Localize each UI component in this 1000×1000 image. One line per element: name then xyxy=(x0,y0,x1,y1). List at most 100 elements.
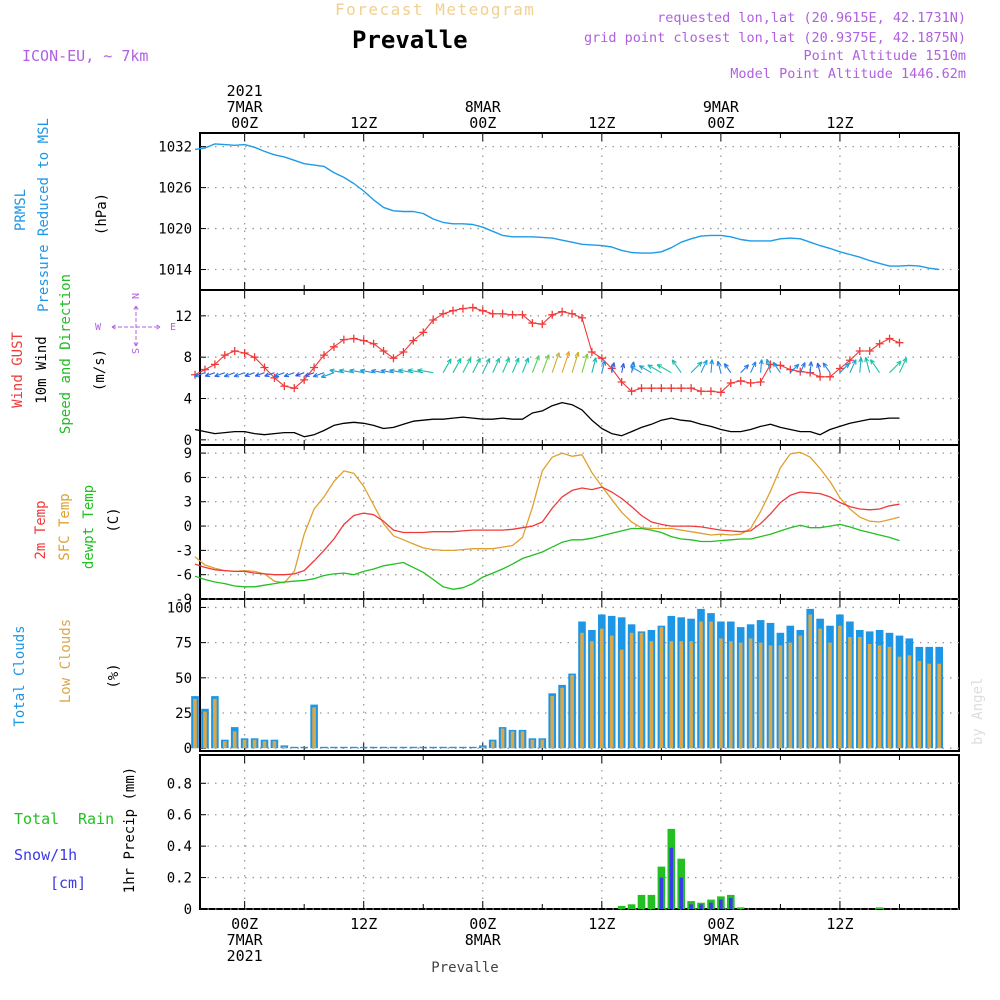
gust-marker xyxy=(726,379,735,387)
total-cloud-bar xyxy=(399,746,408,749)
total-cloud-bar xyxy=(340,746,348,749)
total-cloud-bar xyxy=(469,746,477,749)
top-time-label: 12Z xyxy=(350,114,377,132)
low-cloud-bar xyxy=(272,741,277,749)
page-title: Prevalle xyxy=(352,26,468,54)
temp-panel-labels: 2m Temp SFC Temp dewpt Temp (C) xyxy=(33,485,122,569)
snow-bar xyxy=(679,877,683,909)
wind-direction-arrow xyxy=(417,368,434,374)
gust-marker xyxy=(548,310,557,319)
rain-bar xyxy=(647,894,656,909)
low-cloud-bar xyxy=(590,641,594,749)
gust-marker xyxy=(647,384,656,393)
gust-marker xyxy=(568,309,577,318)
gust-marker xyxy=(200,365,209,374)
gust-marker xyxy=(627,387,636,396)
gust-marker xyxy=(816,372,825,381)
low-cloud-bar xyxy=(828,642,832,749)
wind-direction-arrow xyxy=(656,363,672,374)
ytick-label-temperature: 6 xyxy=(184,470,192,486)
total-clouds-label: Total Clouds xyxy=(12,625,28,726)
ytick-label-wind: 8 xyxy=(184,350,192,366)
wind-direction-arrow xyxy=(359,368,374,374)
gust-marker xyxy=(776,361,785,370)
low-cloud-bar xyxy=(818,628,822,749)
low-cloud-bar xyxy=(699,621,703,749)
low-cloud-bar xyxy=(669,641,674,749)
gust-marker xyxy=(677,384,686,393)
wind-direction-arrow xyxy=(472,357,481,373)
wind-direction-arrow xyxy=(511,357,520,373)
wind-direction-arrow xyxy=(223,372,235,378)
pressure-line xyxy=(194,143,940,271)
gust-marker xyxy=(895,338,904,347)
top-time-label: 00Z xyxy=(231,114,258,132)
gust-marker xyxy=(409,336,418,345)
total-cloud-bar xyxy=(350,746,358,749)
low-cloud-bar xyxy=(838,625,842,749)
low-cloud-bar xyxy=(530,739,535,749)
bottom-time-label: 9MAR xyxy=(703,931,740,949)
wind-direction-arrow xyxy=(254,372,265,377)
low-cloud-bar xyxy=(808,614,812,749)
gust-marker xyxy=(706,387,715,396)
sfc-temp-line xyxy=(194,451,900,584)
gust-label: Wind GUST xyxy=(10,332,26,408)
low-cloud-bar xyxy=(560,687,564,749)
gust-marker xyxy=(875,339,884,348)
low-cloud-bar xyxy=(689,641,693,749)
low-cloud-bar xyxy=(312,707,316,749)
ytick-label-temperature: -9 xyxy=(175,592,192,608)
wind-direction-arrow xyxy=(380,368,394,374)
low-cloud-bar xyxy=(887,646,892,749)
ytick-label-precip: 0.6 xyxy=(167,808,192,824)
wind-direction-arrow xyxy=(551,352,561,373)
snow-bar xyxy=(709,902,713,909)
wind-direction-arrow xyxy=(765,358,772,373)
top-time-label: 00Z xyxy=(469,114,496,132)
wind-direction-arrow xyxy=(462,357,472,373)
gust-marker xyxy=(320,351,329,360)
total-cloud-bar xyxy=(369,746,378,749)
low-cloud-bar xyxy=(659,627,664,749)
gust-marker xyxy=(617,377,626,386)
ytick-label-temperature: 0 xyxy=(184,519,192,535)
wind-direction-arrow xyxy=(531,355,540,373)
dewpt-label: dewpt Temp xyxy=(81,485,97,569)
low-cloud-bar xyxy=(520,731,525,749)
gust-marker xyxy=(756,377,765,386)
wind-direction-arrow xyxy=(502,357,510,373)
gust-marker xyxy=(389,354,398,363)
gust-marker xyxy=(558,307,567,316)
low-clouds-label: Low Clouds xyxy=(58,619,74,703)
wind-direction-arrow xyxy=(858,357,864,373)
gust-marker xyxy=(300,375,309,384)
gust-marker xyxy=(250,353,259,362)
wind-direction-arrow xyxy=(899,357,907,373)
low-cloud-bar xyxy=(203,711,207,749)
wind-direction-arrow xyxy=(521,357,530,373)
wind-direction-arrow xyxy=(349,368,364,374)
gust-marker xyxy=(518,310,527,319)
ytick-label-clouds: 100 xyxy=(167,600,192,616)
footer-label: Prevalle xyxy=(431,960,498,976)
gust-marker xyxy=(478,306,487,315)
gust-marker xyxy=(369,339,378,348)
precip-panel-frame xyxy=(199,754,960,910)
pressure-panel-frame xyxy=(199,132,960,291)
ytick-label-precip: 0.4 xyxy=(167,839,192,855)
gust-marker xyxy=(736,376,745,385)
gust-marker xyxy=(488,309,497,318)
low-cloud-bar xyxy=(848,637,852,749)
snow-bar xyxy=(669,847,674,909)
ytick-label-wind: 12 xyxy=(175,309,192,325)
gust-marker xyxy=(826,372,835,381)
bottom-time-label: 12Z xyxy=(588,915,615,933)
wind-direction-arrow xyxy=(329,368,344,374)
low-cloud-bar xyxy=(629,632,634,749)
low-cloud-bar xyxy=(709,621,713,749)
wind-direction-arrow xyxy=(601,360,607,373)
gust-marker xyxy=(449,306,457,315)
cloud-panel-frame xyxy=(199,598,960,752)
